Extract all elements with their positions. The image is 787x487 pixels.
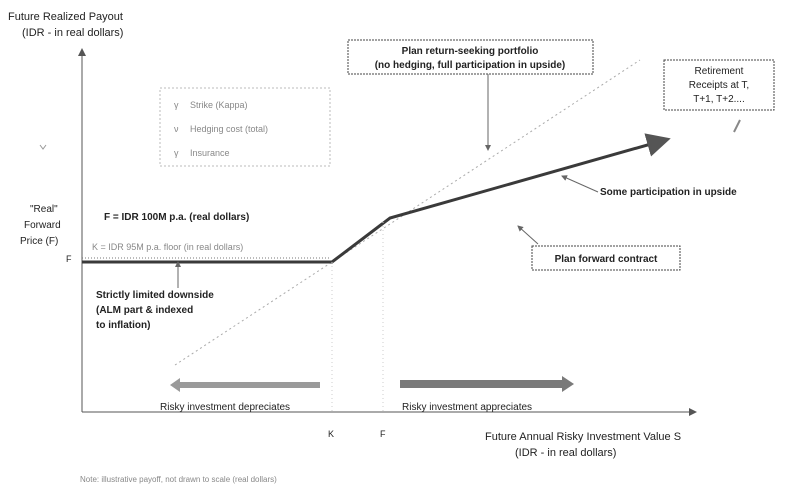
some-participation-arrow (561, 175, 599, 193)
x-axis-title-line2: (IDR - in real dollars) (515, 447, 616, 459)
forward-contract-arrow (517, 225, 539, 245)
svg-text:γ: γ (174, 148, 179, 158)
left-mark (39, 144, 47, 150)
legend-item-3: Insurance (190, 148, 230, 158)
some-participation-label: Some participation in upside (600, 187, 737, 198)
x-axis-title-line1: Future Annual Risky Investment Value S (485, 431, 681, 443)
forward-contract-callout (531, 245, 681, 271)
y-label-forward: Forward (24, 220, 61, 231)
appreciates-arrow (400, 376, 574, 392)
retirement-line3: T+1, T+2.... (693, 94, 745, 105)
return-seeking-callout (347, 39, 594, 75)
downside-line2: (ALM part & indexed (96, 305, 193, 316)
y-axis-title-line1: Future Realized Payout (8, 11, 123, 23)
retirement-mark (733, 119, 741, 133)
depreciates-arrow (170, 378, 320, 392)
retirement-callout (663, 59, 775, 111)
retirement-line2: Receipts at T, (689, 80, 749, 91)
depreciates-label: Risky investment depreciates (160, 402, 290, 413)
forward-contract-label: Plan forward contract (555, 254, 658, 265)
return-seeking-line2: (no hedging, full participation in upsid… (375, 60, 566, 71)
y-label-price: Price (F) (20, 236, 58, 247)
y-tick-f: F (66, 254, 72, 264)
payoff-line (82, 133, 671, 264)
legend-box (159, 87, 331, 167)
return-seeking-line1: Plan return-seeking portfolio (402, 46, 539, 57)
legend-item-1: Strike (Kappa) (190, 100, 248, 110)
appreciates-label: Risky investment appreciates (402, 402, 532, 413)
y-label-real: "Real" (30, 204, 58, 215)
svg-text:γ: γ (174, 100, 179, 110)
retirement-line1: Retirement (695, 66, 744, 77)
legend-item-2: Hedging cost (total) (190, 124, 268, 134)
downside-line1: Strictly limited downside (96, 290, 214, 301)
f-value-label: F = IDR 100M p.a. (real dollars) (104, 212, 249, 223)
footnote: Note: illustrative payoff, not drawn to … (80, 475, 277, 484)
svg-text:ν: ν (174, 124, 179, 134)
k-value-label: K = IDR 95M p.a. floor (in real dollars) (92, 242, 243, 252)
y-axis-title-line2: (IDR - in real dollars) (22, 27, 123, 39)
x-tick-f: F (380, 429, 386, 439)
downside-line3: to inflation) (96, 320, 150, 331)
x-tick-k: K (328, 429, 334, 439)
